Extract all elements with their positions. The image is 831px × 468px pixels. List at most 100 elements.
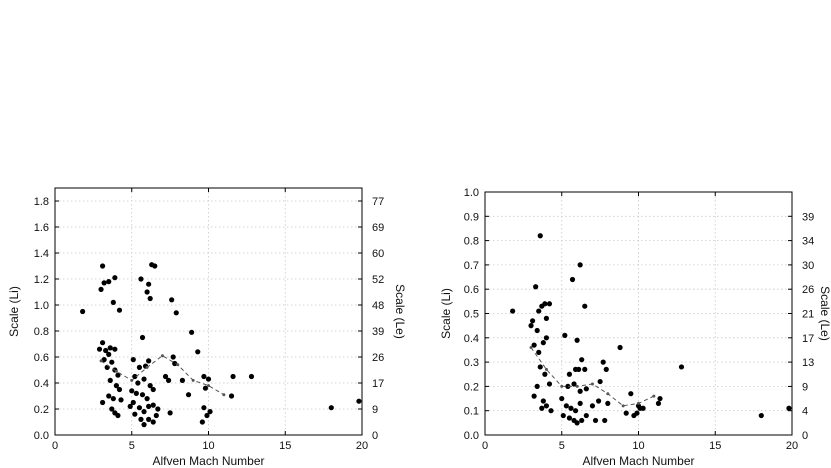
data-point xyxy=(592,417,599,424)
data-point xyxy=(201,373,207,380)
x-axis-label: Alfven Mach Number xyxy=(582,454,694,468)
data-point xyxy=(678,364,685,370)
y-tick-label: 0.4 xyxy=(34,378,49,390)
data-point xyxy=(577,262,583,268)
trend-point xyxy=(652,394,656,398)
y-tick-label: 0.8 xyxy=(34,326,49,338)
data-point xyxy=(101,280,107,286)
data-point xyxy=(202,385,209,391)
y-tick-label: 0.2 xyxy=(464,381,479,393)
data-point xyxy=(115,412,121,419)
x-axis-label: Alfven Mach Number xyxy=(152,454,264,468)
data-point xyxy=(510,308,516,314)
x-tick-label: 15 xyxy=(709,440,721,452)
data-point xyxy=(138,276,144,282)
data-point xyxy=(109,359,115,365)
data-point xyxy=(539,405,545,411)
data-point xyxy=(574,420,580,426)
x-tick-label: 20 xyxy=(356,440,368,452)
data-point xyxy=(228,393,235,399)
data-point xyxy=(577,388,583,394)
data-point xyxy=(155,406,161,412)
y-right-tick-label: 34 xyxy=(802,236,814,248)
data-point xyxy=(106,393,112,399)
data-point xyxy=(207,409,213,415)
y-right-tick-label: 39 xyxy=(802,211,814,223)
data-point xyxy=(582,303,588,309)
data-point xyxy=(150,419,156,425)
data-point xyxy=(146,403,152,409)
data-point xyxy=(602,417,608,424)
data-point xyxy=(534,383,540,389)
data-point xyxy=(153,412,159,419)
data-point xyxy=(110,396,116,402)
data-point xyxy=(566,371,573,377)
data-point xyxy=(118,397,124,403)
data-point xyxy=(628,391,634,397)
data-point xyxy=(560,412,566,419)
data-point xyxy=(572,408,579,414)
trend-point xyxy=(637,401,640,405)
x-tick-label: 0 xyxy=(52,440,58,452)
y-tick-label: 0.5 xyxy=(464,309,479,321)
trend-line xyxy=(100,355,225,396)
data-point xyxy=(172,360,178,367)
data-point xyxy=(576,366,582,372)
data-point xyxy=(529,318,536,324)
data-point xyxy=(546,381,553,387)
y-tick-label: 1.4 xyxy=(34,248,49,260)
trend-point xyxy=(99,359,103,363)
data-point xyxy=(574,337,580,343)
trend-point xyxy=(222,393,226,397)
data-point xyxy=(230,373,236,380)
data-point xyxy=(205,376,212,382)
data-point xyxy=(543,315,550,321)
x-tick-label: 20 xyxy=(786,440,798,452)
data-point xyxy=(138,416,144,422)
y-tick-label: 1.0 xyxy=(464,187,479,199)
data-point xyxy=(150,386,156,393)
data-point xyxy=(141,376,147,382)
data-point xyxy=(99,340,106,346)
x-tick-label: 15 xyxy=(279,440,291,452)
data-point xyxy=(786,405,792,411)
x-tick-label: 0 xyxy=(482,440,488,452)
data-point xyxy=(112,275,118,281)
trend-point xyxy=(160,354,164,358)
data-point xyxy=(617,344,623,351)
y-tick-label: 0.2 xyxy=(34,404,49,416)
data-point xyxy=(540,340,546,346)
data-point xyxy=(99,263,106,269)
data-point xyxy=(548,408,554,414)
y-tick-label: 1.6 xyxy=(34,222,49,234)
data-point xyxy=(130,357,136,363)
data-point xyxy=(600,359,606,365)
data-point xyxy=(603,366,609,372)
x-tick-label: 5 xyxy=(559,440,565,452)
chart-panel-1: 0 5 10 15 20 0.0 0.2 0.4 0.6 0.8 1.0 1.2 1.4 1.6 1.8 0 9… xyxy=(7,187,407,468)
y-right-tick-label: 21 xyxy=(802,309,814,321)
data-point xyxy=(96,346,103,352)
data-point xyxy=(136,364,143,370)
y-right-tick-label: 39 xyxy=(372,326,384,338)
y-tick-label: 0.4 xyxy=(464,333,479,345)
data-point xyxy=(116,307,123,313)
y-right-tick-label: 48 xyxy=(372,300,384,312)
data-point xyxy=(139,334,146,341)
data-point xyxy=(533,284,539,290)
data-point xyxy=(173,310,179,316)
data-point xyxy=(116,386,123,393)
y-axis-label: Scale (Li) xyxy=(7,286,21,337)
y-right-tick-label: 26 xyxy=(372,352,384,364)
data-point xyxy=(528,323,534,329)
data-point xyxy=(579,357,585,363)
trend-point xyxy=(575,384,579,388)
data-point xyxy=(204,412,210,419)
data-point xyxy=(199,419,205,425)
y-right-tick-label: 0 xyxy=(372,430,378,442)
data-point xyxy=(597,378,603,385)
y-tick-label: 0.6 xyxy=(464,284,479,296)
data-point xyxy=(595,398,602,404)
data-point xyxy=(98,286,104,292)
data-point xyxy=(107,345,113,351)
